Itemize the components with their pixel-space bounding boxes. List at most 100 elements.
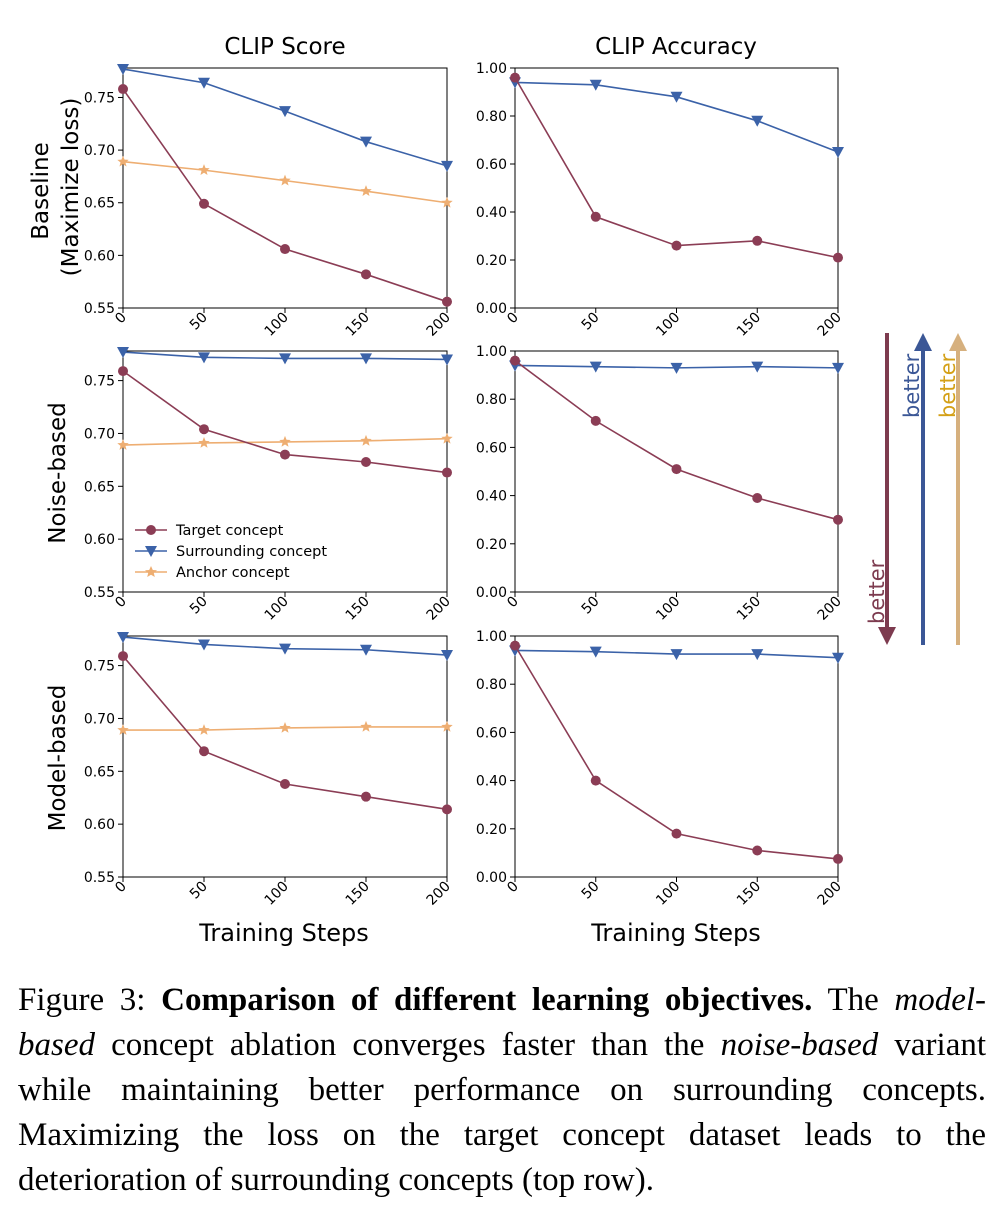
data-point-surrounding [279,643,291,655]
x-tick-label: 0 [112,310,130,328]
x-tick-label: 50 [187,594,211,618]
x-axis-label-right: Training Steps [590,919,760,947]
data-point-anchor [198,724,210,735]
data-point-anchor [279,174,291,186]
y-tick-label: 0.20 [476,253,507,269]
chart-panel-3: 0.55 0.60 0.65 0.70 0.75 0 50 100 150 200 [84,347,454,624]
data-point-surrounding [198,77,210,89]
y-tick-label: 0.00 [476,585,507,601]
y-tick-label: 0.40 [476,774,507,790]
x-tick-label: 0 [504,594,522,612]
data-point-target [833,853,843,864]
chart-panel-5: 0.55 0.60 0.65 0.70 0.75 0 50 100 150 200 [84,632,454,909]
y-tick-label: 0.20 [476,822,507,838]
x-tick-label: 200 [815,879,845,909]
data-point-surrounding [279,106,291,118]
x-tick-label: 150 [343,879,373,909]
plot-frame [514,635,839,878]
y-tick-label: 0.65 [84,764,115,780]
arrow-down-label: better [865,559,889,624]
legend-label-target: Target concept [175,523,284,539]
x-tick-label: 50 [187,310,211,334]
data-point-surrounding [589,79,602,91]
x-axis-label-left: Training Steps [198,919,368,947]
x-tick-label: 50 [187,879,211,903]
legend-marker-anchor [145,566,157,577]
y-tick-label: 0.70 [84,711,115,727]
data-point-anchor [198,164,210,175]
y-tick-label: 0.65 [84,196,115,212]
data-point-target [671,464,682,475]
y-tick-label: 0.80 [476,392,507,408]
x-tick-label: 100 [653,594,683,624]
row-label-noise-based: Noise-based [45,402,71,544]
y-tick-label: 0.55 [84,870,115,886]
x-tick-label: 100 [653,879,683,909]
y-tick-label: 0.40 [476,489,507,505]
chart-panel-1: 0.55 0.60 0.65 0.70 0.75 0 50 100 150 200 [84,64,454,340]
data-point-anchor [441,432,453,444]
data-point-surrounding [198,639,210,651]
data-point-surrounding [441,160,453,172]
y-tick-label: 1.00 [476,344,507,360]
x-tick-label: 200 [815,310,845,340]
x-tick-label: 100 [262,310,292,340]
data-point-anchor [117,724,129,735]
chart-panel-2: 0.00 0.20 0.40 0.60 0.80 1.00 0 50 100 150 200 [476,61,845,340]
data-point-surrounding [832,362,844,374]
data-point-target [118,84,128,95]
y-tick-label: 0.70 [84,426,115,442]
x-tick-label: 150 [343,310,373,340]
data-point-target [118,366,128,377]
data-point-target [442,467,452,478]
data-point-anchor [117,155,129,167]
caption-text-3: variant while maintaining better perform… [18,1027,987,1198]
y-tick-label: 0.60 [84,248,115,264]
data-point-surrounding [360,136,372,148]
data-point-target [590,415,601,426]
y-tick-label: 0.60 [476,725,507,741]
data-point-target [510,640,520,651]
y-tick-label: 0.00 [476,301,507,317]
data-point-surrounding [832,147,844,158]
data-point-target [752,845,763,856]
data-point-target [510,72,520,83]
x-tick-label: 0 [112,594,130,612]
arrow-down-target-head [878,627,896,645]
data-point-anchor [360,720,372,732]
plot-frame [122,635,448,878]
y-tick-label: 0.60 [84,817,115,833]
series-line-target [514,77,839,259]
data-point-anchor [360,434,372,446]
chart-panel-4: 0.00 0.20 0.40 0.60 0.80 1.00 0 50 100 150 200 [476,344,845,624]
data-point-target [510,355,520,366]
data-point-surrounding [589,646,602,658]
data-point-surrounding [832,652,844,664]
data-point-surrounding [117,347,129,359]
caption-title: Comparison of different learning objecti… [161,982,813,1018]
col-title-clip-score: CLIP Score [224,34,345,60]
x-tick-label: 0 [112,879,130,897]
plot-frame [122,67,448,309]
data-point-target [752,235,763,246]
legend: Target concept Surrounding concept Ancho… [135,523,327,581]
data-point-surrounding [751,361,764,373]
arrow-up-anchor-label: better [936,353,960,418]
x-tick-label: 150 [734,879,764,909]
x-tick-label: 100 [262,879,292,909]
row-label-baseline-sub: (Maximize loss) [58,98,84,277]
data-point-target [671,828,682,839]
data-point-anchor [441,720,453,732]
data-point-anchor [360,185,372,197]
col-title-clip-accuracy: CLIP Accuracy [595,34,757,60]
data-point-target [361,791,371,802]
x-tick-label: 150 [734,310,764,340]
data-point-anchor [198,436,210,448]
x-tick-label: 200 [815,594,845,624]
y-tick-label: 0.75 [84,659,115,675]
y-tick-label: 0.60 [476,440,507,456]
legend-marker-target [146,525,156,535]
x-tick-label: 50 [579,879,603,903]
x-tick-label: 150 [734,594,764,624]
x-tick-label: 100 [653,310,683,340]
